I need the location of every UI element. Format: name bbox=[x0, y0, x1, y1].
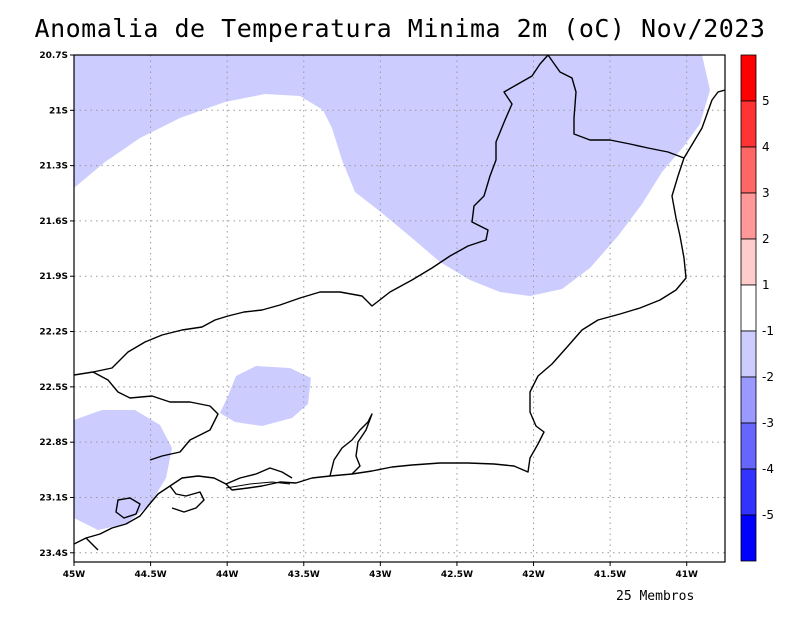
colorbar-label: -2 bbox=[762, 370, 774, 384]
cold-anomaly-region-center bbox=[220, 366, 311, 426]
cold-anomaly-region-southwest bbox=[74, 410, 172, 530]
colorbar-swatch bbox=[740, 238, 757, 286]
lon-tick-label: 43W bbox=[369, 570, 392, 580]
colorbar-label: 3 bbox=[762, 186, 770, 200]
coastline-guanabara-bay bbox=[329, 413, 373, 477]
colorbar-swatch bbox=[740, 514, 757, 562]
lat-tick-label: 22.2S bbox=[39, 328, 68, 338]
lon-tick-label: 41W bbox=[675, 570, 698, 580]
lon-tick-label: 45W bbox=[63, 570, 86, 580]
colorbar-swatch bbox=[740, 468, 757, 516]
lat-tick-label: 21.9S bbox=[39, 272, 68, 282]
coastline bbox=[225, 157, 687, 491]
lat-tick-label: 22.5S bbox=[39, 383, 68, 393]
colorbar-label: -1 bbox=[762, 324, 774, 338]
lat-tick-label: 21.6S bbox=[39, 217, 68, 227]
colorbar-label: -3 bbox=[762, 416, 774, 430]
lat-tick-labels: 20.7S 21S 21.3S 21.6S 21.9S 22.2S 22.5S 22.8S 23… bbox=[39, 51, 74, 559]
colorbar-label: -5 bbox=[762, 508, 774, 522]
colorbar-label: -4 bbox=[762, 462, 774, 476]
lon-tick-label: 44W bbox=[216, 570, 239, 580]
lat-tick-label: 21S bbox=[49, 106, 68, 116]
lon-tick-label: 42W bbox=[522, 570, 545, 580]
lat-tick-label: 21.3S bbox=[39, 162, 68, 172]
lagoon-shore bbox=[225, 481, 291, 489]
colorbar-swatch bbox=[740, 376, 757, 424]
lon-tick-labels: 45W 44.5W 44W 43.5W 43W 42.5W 42W 41.5W 41W bbox=[63, 562, 698, 580]
colorbar-swatch bbox=[740, 192, 757, 240]
lon-tick-label: 41.5W bbox=[594, 570, 626, 580]
colorbar: 5 4 3 2 1 -1 -2 -3 -4 -5 bbox=[740, 54, 774, 562]
colorbar-label: 4 bbox=[762, 140, 770, 154]
anomaly-shading bbox=[74, 55, 710, 530]
plot-frame bbox=[73, 54, 726, 563]
ensemble-member-count: 25 Membros bbox=[616, 589, 695, 604]
inland-border-west bbox=[92, 371, 219, 461]
lat-tick-label: 20.7S bbox=[39, 51, 68, 61]
lon-tick-label: 43.5W bbox=[288, 570, 320, 580]
lon-tick-label: 42.5W bbox=[441, 570, 473, 580]
colorbar-swatch bbox=[740, 330, 757, 378]
lat-tick-label: 22.8S bbox=[39, 438, 68, 448]
coastline-south-tail bbox=[85, 537, 99, 551]
colorbar-swatch bbox=[740, 284, 757, 332]
colorbar-swatch bbox=[740, 422, 757, 470]
cold-anomaly-region-north bbox=[74, 55, 710, 296]
lat-tick-label: 23.4S bbox=[39, 549, 68, 559]
colorbar-swatch bbox=[740, 100, 757, 148]
boundaries bbox=[74, 55, 725, 551]
state-border bbox=[74, 55, 549, 376]
colorbar-label: 1 bbox=[762, 278, 770, 292]
coastline-sepetiba-islands bbox=[169, 485, 205, 513]
colorbar-swatch bbox=[740, 54, 757, 102]
colorbar-swatch bbox=[740, 146, 757, 194]
coastline-bay-west bbox=[74, 475, 227, 545]
lat-tick-label: 23.1S bbox=[39, 493, 68, 503]
inland-border-northeast bbox=[547, 55, 725, 159]
colorbar-label: 5 bbox=[762, 94, 770, 108]
map-title: Anomalia de Temperatura Minima 2m (oC) N… bbox=[34, 14, 766, 43]
island-ilha-grande bbox=[115, 497, 141, 519]
lon-tick-label: 44.5W bbox=[135, 570, 167, 580]
colorbar-label: 2 bbox=[762, 232, 770, 246]
